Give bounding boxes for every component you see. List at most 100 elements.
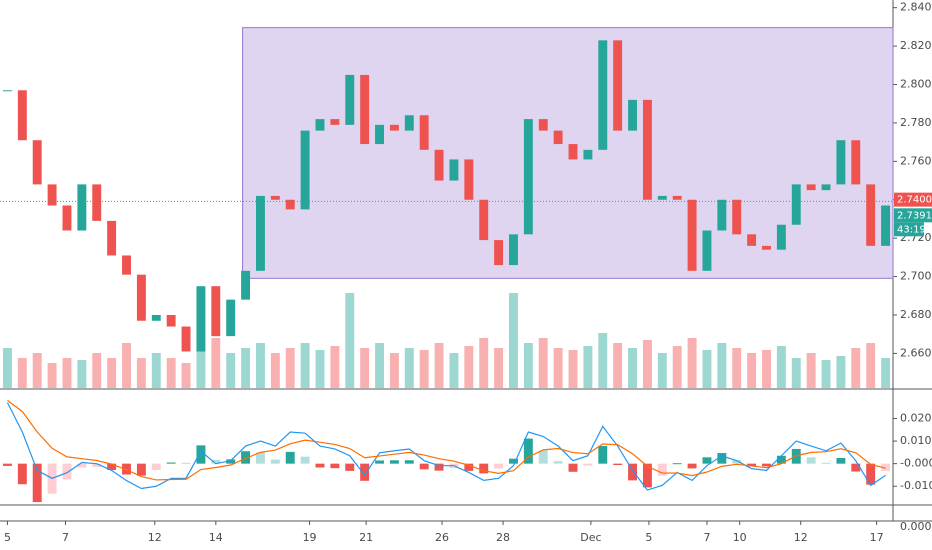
candle bbox=[851, 140, 861, 185]
y-tick-label: 2.82000 bbox=[900, 39, 932, 52]
volume-bar bbox=[851, 348, 861, 388]
candle bbox=[747, 234, 757, 246]
macd-histogram-bar bbox=[687, 463, 697, 469]
volume-bar bbox=[509, 293, 518, 388]
volume-bar bbox=[2, 348, 12, 388]
volume-bar bbox=[196, 348, 206, 388]
candle bbox=[583, 149, 593, 160]
candle bbox=[270, 195, 280, 200]
macd-histogram-bar bbox=[315, 463, 325, 468]
macd-histogram-bar bbox=[389, 460, 399, 464]
volume-bar bbox=[47, 363, 57, 388]
candle bbox=[375, 124, 384, 145]
volume-bar bbox=[449, 353, 459, 388]
x-tick-label: 7 bbox=[62, 531, 69, 544]
macd-histogram-bar bbox=[494, 463, 504, 469]
candle bbox=[345, 74, 355, 125]
candle bbox=[806, 184, 816, 191]
macd-histogram-bar bbox=[404, 460, 414, 464]
volume-bar bbox=[776, 346, 786, 388]
macd-histogram-bar bbox=[345, 463, 355, 471]
volume-bar bbox=[360, 348, 370, 388]
x-tick-label: 5 bbox=[645, 531, 652, 544]
volume-bar bbox=[791, 358, 801, 388]
candle bbox=[404, 115, 414, 131]
macd-histogram-bar bbox=[628, 463, 638, 481]
macd-histogram-bar bbox=[77, 463, 87, 468]
volume-bar bbox=[881, 358, 891, 388]
y-tick-label: 2.78000 bbox=[900, 116, 932, 129]
volume-bar bbox=[717, 343, 727, 388]
candle bbox=[196, 286, 206, 352]
candle bbox=[151, 315, 161, 321]
candle bbox=[315, 119, 325, 131]
volume-bar bbox=[255, 343, 265, 388]
volume-bar bbox=[642, 340, 652, 388]
volume-bar bbox=[270, 353, 280, 388]
volume-bar bbox=[92, 353, 102, 388]
macd-histogram-bar bbox=[211, 459, 221, 464]
volume-bar bbox=[226, 353, 236, 388]
macd-histogram-bar bbox=[151, 463, 161, 470]
y-tick-label: 2.80000 bbox=[900, 78, 932, 91]
volume-bar bbox=[628, 348, 638, 388]
candle bbox=[791, 184, 801, 225]
x-tick-label: 26 bbox=[435, 531, 449, 544]
candle bbox=[166, 315, 176, 327]
candle bbox=[642, 99, 652, 200]
macd-histogram-bar bbox=[509, 458, 518, 464]
x-tick-label: 21 bbox=[359, 531, 373, 544]
macd-histogram-bar bbox=[375, 460, 384, 464]
macd-histogram-bar bbox=[300, 456, 310, 464]
candle bbox=[866, 184, 876, 246]
candle bbox=[762, 245, 771, 250]
macd-histogram-bar bbox=[613, 463, 623, 466]
candle bbox=[494, 240, 504, 266]
candle bbox=[821, 184, 831, 191]
macd-line bbox=[6, 402, 886, 491]
volume-bar bbox=[672, 346, 682, 388]
volume-bar bbox=[553, 348, 563, 388]
macd-histogram-bar bbox=[2, 463, 12, 466]
macd-line bbox=[7, 399, 886, 481]
macd-histogram-bar bbox=[776, 455, 786, 464]
y-tick-label: 2.84000 bbox=[900, 1, 932, 14]
candle bbox=[255, 195, 265, 271]
candle bbox=[672, 195, 682, 200]
candle bbox=[2, 90, 12, 92]
volume-bar bbox=[345, 293, 355, 388]
y-tick-label: 2.76000 bbox=[900, 154, 932, 167]
y-tick-label: 2.66000 bbox=[900, 346, 932, 359]
volume-bar bbox=[494, 348, 504, 388]
candle bbox=[836, 140, 846, 185]
volume-bar bbox=[107, 358, 117, 388]
macd-y-tick-label: -0.0000 bbox=[900, 457, 932, 470]
volume-bar bbox=[315, 350, 325, 388]
macd-histogram-bar bbox=[583, 463, 593, 466]
macd-histogram-bar bbox=[479, 463, 489, 474]
macd-histogram-bar bbox=[166, 462, 176, 464]
macd-histogram-bar bbox=[136, 463, 146, 476]
volume-bar bbox=[300, 343, 310, 388]
candle bbox=[553, 130, 563, 145]
macd-histogram-bar bbox=[702, 457, 712, 464]
macd-histogram-bar bbox=[330, 463, 340, 469]
volume-bar bbox=[330, 346, 340, 388]
candle bbox=[538, 119, 548, 131]
candle bbox=[211, 286, 221, 337]
candle bbox=[523, 119, 533, 235]
volume-bar bbox=[479, 338, 489, 388]
volume-bar bbox=[389, 353, 399, 388]
macd-histogram-bar bbox=[568, 463, 578, 472]
volume-bar bbox=[77, 360, 87, 388]
candle bbox=[17, 90, 27, 141]
volume-bar bbox=[568, 350, 578, 388]
volume-bar bbox=[583, 346, 593, 388]
volume-bar bbox=[538, 338, 548, 388]
countdown-box bbox=[894, 222, 924, 237]
macd-histogram-bar bbox=[196, 445, 206, 464]
candle bbox=[300, 130, 310, 210]
volume-bar bbox=[211, 338, 221, 388]
candle bbox=[241, 270, 251, 300]
